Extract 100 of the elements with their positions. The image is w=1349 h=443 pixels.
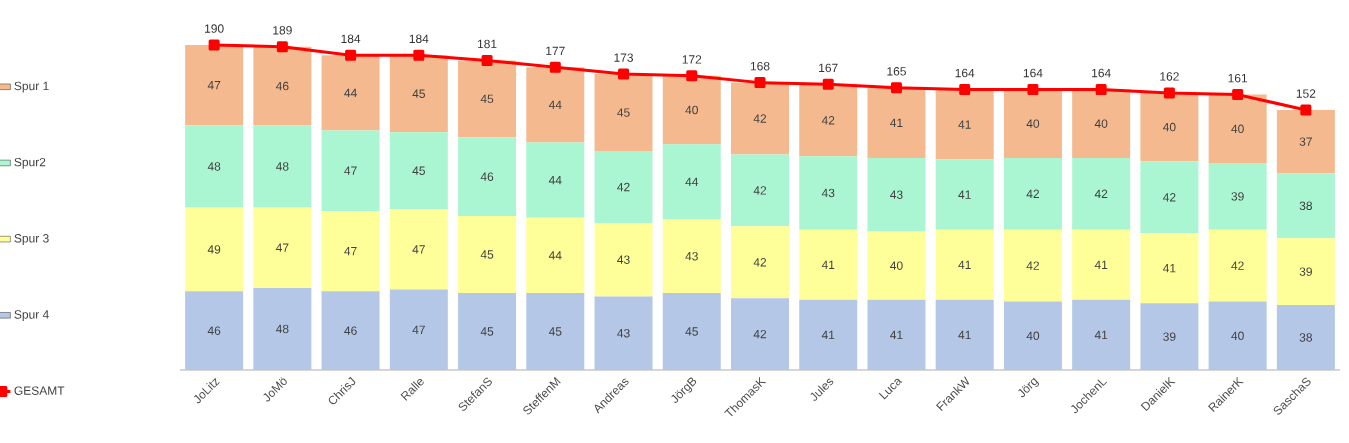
bar — [1003, 157, 1062, 230]
bar — [1208, 94, 1267, 164]
bar — [458, 60, 517, 138]
bar — [1003, 301, 1062, 370]
legend-label: Spur 3 — [14, 234, 49, 245]
point — [1300, 104, 1312, 116]
data-label: 164 — [1092, 68, 1111, 78]
data-label: 47 — [344, 246, 357, 256]
data-label: 44 — [548, 100, 562, 109]
bar — [1140, 303, 1199, 370]
bar — [185, 291, 244, 370]
data-label: 41 — [958, 190, 971, 199]
bar — [594, 222, 653, 297]
data-label: 44 — [685, 177, 699, 186]
bar — [1140, 92, 1199, 162]
bar — [935, 89, 994, 160]
data-label: 44 — [548, 251, 562, 260]
data-label: 161 — [1228, 73, 1248, 83]
bar — [1276, 109, 1335, 174]
bar — [662, 144, 721, 220]
data-label: 40 — [685, 105, 698, 115]
point — [208, 39, 220, 51]
bar — [1276, 173, 1335, 239]
data-label: 42 — [753, 114, 767, 123]
bar — [253, 287, 312, 370]
data-label: 48 — [275, 324, 289, 334]
bar — [526, 67, 585, 143]
bar — [594, 151, 653, 223]
bar — [253, 46, 312, 126]
data-label: 43 — [685, 251, 698, 261]
bar — [662, 75, 721, 145]
data-label: 42 — [1026, 189, 1039, 198]
data-label: 168 — [750, 61, 770, 71]
bar — [253, 125, 312, 208]
bar — [458, 216, 517, 294]
bar — [935, 299, 994, 370]
data-label: 41 — [1163, 264, 1176, 273]
bar — [867, 299, 926, 370]
bar — [662, 219, 721, 294]
data-label: 43 — [890, 190, 903, 199]
bar — [389, 55, 448, 133]
bar — [185, 207, 244, 292]
data-label: 39 — [1163, 332, 1176, 341]
point — [1095, 83, 1107, 95]
data-label: 43 — [617, 328, 630, 338]
data-label: 42 — [753, 329, 767, 339]
data-label: 47 — [412, 325, 425, 334]
data-label: 39 — [1299, 267, 1312, 276]
data-label: 45 — [412, 166, 425, 175]
bar — [321, 210, 380, 292]
bar — [1208, 301, 1267, 370]
data-label: 44 — [344, 88, 357, 98]
point — [618, 68, 630, 80]
bar — [389, 132, 448, 210]
bar — [1072, 89, 1131, 158]
data-label: 40 — [1026, 331, 1040, 341]
data-label: 45 — [480, 250, 494, 259]
bar — [731, 226, 789, 299]
data-label: 48 — [275, 162, 289, 171]
bar — [1072, 157, 1131, 230]
data-label: 189 — [273, 26, 292, 35]
data-label: 37 — [1299, 137, 1312, 146]
data-label: 165 — [887, 67, 906, 76]
legend-label: Spur 1 — [14, 81, 49, 93]
legend-label: Spur 4 — [14, 310, 49, 322]
bar — [253, 207, 312, 288]
data-label: 41 — [821, 260, 835, 269]
point — [822, 78, 834, 90]
bar — [526, 217, 585, 294]
data-label: 184 — [409, 34, 429, 44]
bar — [799, 156, 858, 230]
bar — [185, 44, 244, 126]
data-label: 44 — [548, 176, 562, 185]
bar — [867, 87, 926, 158]
bar — [321, 130, 380, 211]
data-label: 47 — [275, 243, 289, 252]
bar — [935, 229, 994, 300]
bar — [1003, 229, 1062, 302]
data-label: 45 — [412, 89, 425, 98]
data-label: 41 — [1094, 260, 1108, 269]
point — [1232, 89, 1244, 101]
data-label: 47 — [344, 166, 357, 175]
bar — [185, 125, 244, 208]
bar — [594, 296, 653, 370]
data-label: 45 — [685, 327, 698, 336]
legend-label: Spur2 — [14, 157, 46, 169]
data-label: 47 — [412, 245, 425, 254]
data-label: 42 — [753, 258, 767, 267]
data-label: 40 — [1094, 119, 1108, 128]
bar — [1140, 161, 1199, 234]
bar — [1208, 163, 1267, 230]
data-label: 42 — [821, 116, 835, 125]
bar — [1072, 299, 1131, 370]
bar — [799, 84, 858, 157]
data-label: 38 — [1299, 201, 1313, 211]
bar — [867, 157, 926, 232]
bar — [321, 291, 380, 370]
data-label: 45 — [617, 108, 630, 117]
bar — [458, 293, 517, 370]
data-label: 40 — [1231, 331, 1244, 341]
